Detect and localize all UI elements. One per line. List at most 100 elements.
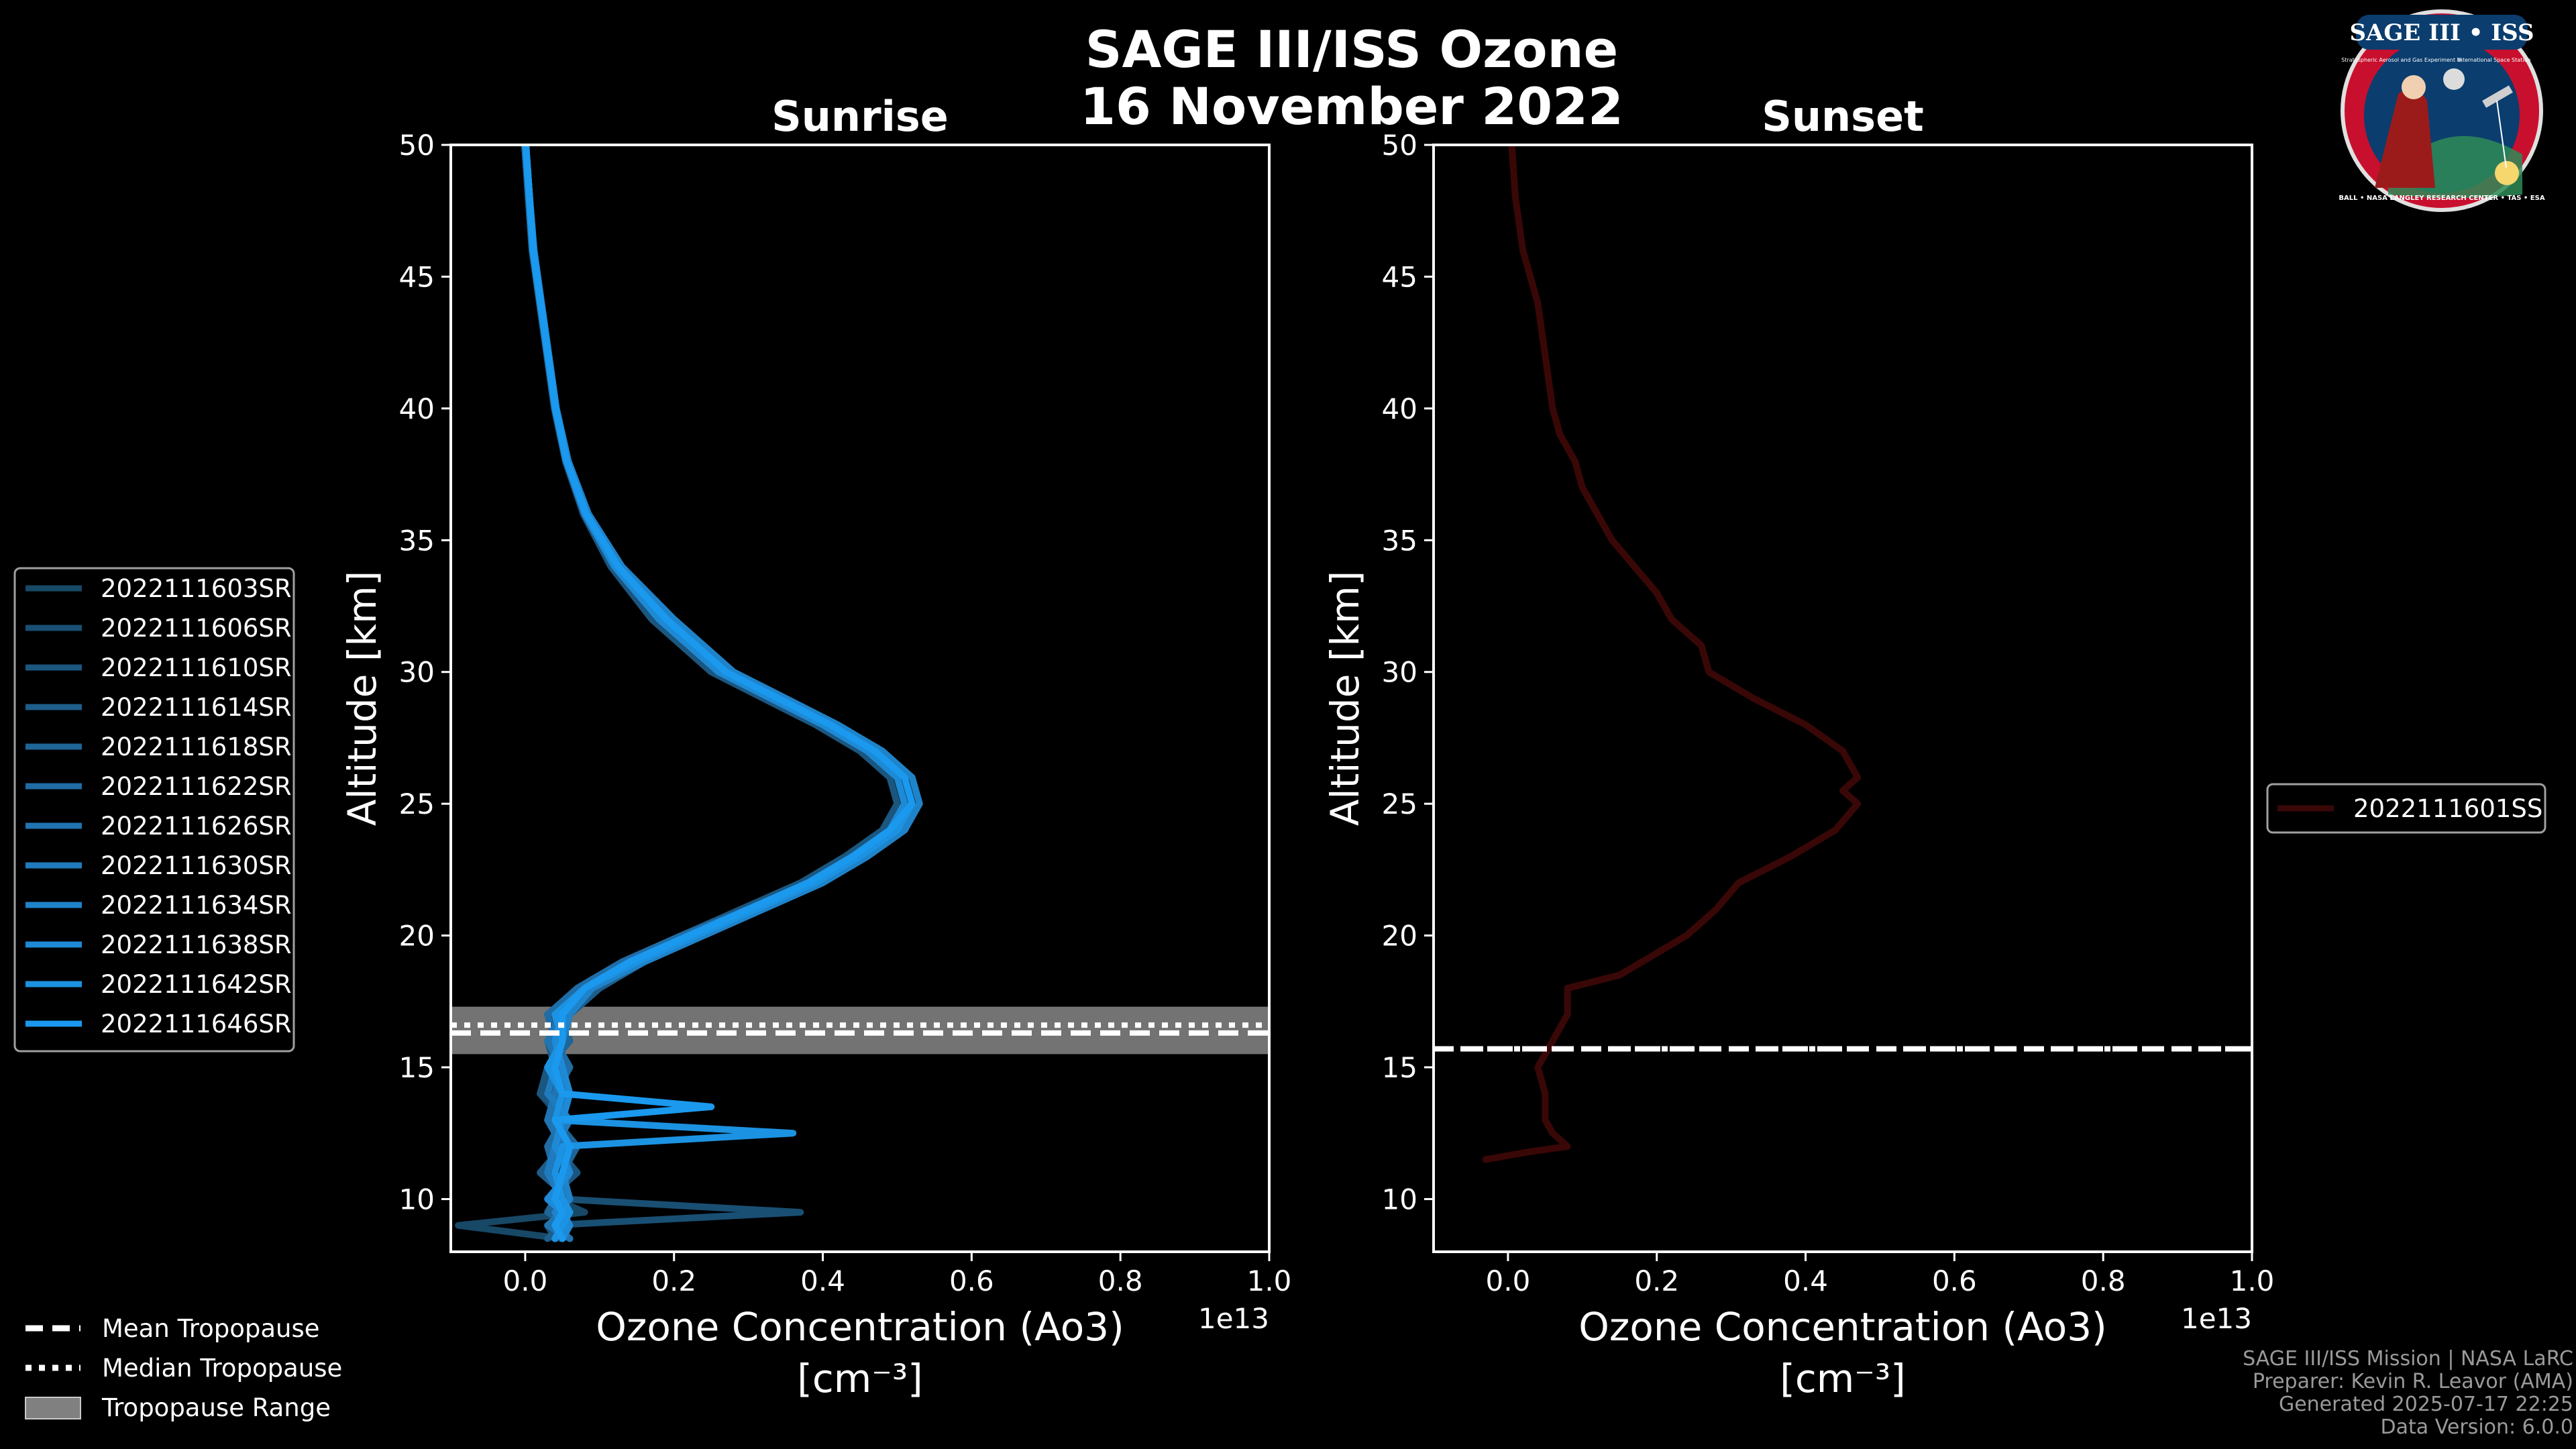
sunset-x-tick-label: 0.8 <box>2081 1265 2126 1297</box>
sunset-y-tick-label: 15 <box>1382 1051 1417 1084</box>
sunrise-profile-2022111626SR <box>523 145 916 1242</box>
sunrise-x-tick-label: 0.2 <box>651 1265 696 1297</box>
sunrise-y-tick-label: 30 <box>399 656 435 689</box>
mean-tropopause-label: Mean Tropopause <box>102 1314 320 1343</box>
sunset-y-tick-label: 40 <box>1382 392 1417 425</box>
sunset-x-tick-label: 0.6 <box>1932 1265 1977 1297</box>
sunrise-panel: 0.0 0.2 0.4 0.6 0.8 1.0 10 15 20 25 30 35 40 45 50 <box>399 129 1292 1297</box>
legend-label-2022111626SR: 2022111626SR <box>101 812 292 841</box>
sunrise-x-axis-units: [cm⁻³] <box>797 1356 923 1401</box>
tropopause-range-swatch <box>25 1397 81 1419</box>
legend-label-2022111630SR: 2022111630SR <box>101 851 292 880</box>
sunset-panel: 0.0 0.2 0.4 0.6 0.8 1.0 10 15 20 25 30 35 40 45 50 <box>1382 129 2275 1297</box>
sunrise-x-scale-label: 1e13 <box>1198 1302 1269 1335</box>
legend-label-2022111610SR: 2022111610SR <box>101 653 292 682</box>
sunset-panel-title: Sunset <box>1762 92 1924 141</box>
sunrise-profile-2022111618SR <box>521 145 916 1242</box>
sunset-y-axis-label: Altitude [km] <box>1322 571 1368 826</box>
sunset-x-axis-units: [cm⁻³] <box>1780 1356 1906 1401</box>
sunrise-y-tick-label: 50 <box>399 129 435 162</box>
logo-subtitle-right: International Space Station <box>2458 57 2531 63</box>
legend-label-2022111646SR: 2022111646SR <box>101 1010 292 1038</box>
sunrise-profile-2022111603SR <box>455 145 908 1242</box>
sunrise-plot-area <box>451 145 1269 1242</box>
median-tropopause-label: Median Tropopause <box>102 1354 342 1383</box>
sunrise-profile-2022111610SR <box>521 145 901 1242</box>
logo-sun-icon <box>2495 161 2519 185</box>
legend-label-2022111618SR: 2022111618SR <box>101 733 292 761</box>
sunrise-profile-2022111630SR <box>521 145 908 1242</box>
legend-label-2022111603SR: 2022111603SR <box>101 574 292 603</box>
sunset-x-axis-label: Ozone Concentration (Ao3) <box>1578 1304 2107 1350</box>
sunrise-x-tick-label: 0.0 <box>503 1265 548 1297</box>
tropopause-range-label: Tropopause Range <box>101 1393 331 1422</box>
sunrise-x-tick-label: 0.8 <box>1098 1265 1143 1297</box>
credit-generated: Generated 2025-07-17 22:25 <box>2279 1393 2573 1416</box>
sunrise-profile-2022111622SR <box>521 145 908 1242</box>
sunset-y-tick-label: 20 <box>1382 920 1417 953</box>
legend-label-2022111601SS: 2022111601SS <box>2353 794 2542 823</box>
sunset-y-tick-label: 30 <box>1382 656 1417 689</box>
sunset-legend-frame <box>2266 783 2546 834</box>
logo-figure-robe-icon <box>2375 89 2435 188</box>
sunset-profile-2022111601SS <box>1482 145 1862 1163</box>
sunset-axes-frame <box>1432 144 2253 1253</box>
sunset-x-tick-label: 0.0 <box>1486 1265 1531 1297</box>
sunrise-profile-2022111606SR <box>523 145 916 1242</box>
logo-title: SAGE III • ISS <box>2349 19 2534 46</box>
sunrise-x-tick-label: 0.6 <box>949 1265 994 1297</box>
credits: SAGE III/ISS Mission | NASA LaRC Prepare… <box>2243 1347 2573 1439</box>
sunrise-legend: 2022111603SR 2022111606SR 2022111610SR 2022… <box>13 567 295 1053</box>
sunrise-y-tick-label: 40 <box>399 392 435 425</box>
legend-label-2022111622SR: 2022111622SR <box>101 772 292 801</box>
logo-ring-text: BALL • NASA LANGLEY RESEARCH CENTER • TA… <box>2339 195 2544 202</box>
credit-data-version: Data Version: 6.0.0 <box>2381 1415 2573 1439</box>
sunrise-legend-frame <box>13 567 295 1053</box>
sunrise-x-tick-label: 0.4 <box>800 1265 845 1297</box>
legend-label-2022111614SR: 2022111614SR <box>101 693 292 722</box>
sunrise-y-tick-label: 45 <box>399 260 435 293</box>
sunrise-x-axis-label: Ozone Concentration (Ao3) <box>596 1304 1124 1350</box>
sunset-y-tick-label: 45 <box>1382 260 1417 293</box>
sunset-legend: 2022111601SS <box>2266 783 2546 834</box>
legend-label-2022111606SR: 2022111606SR <box>101 614 292 643</box>
sunrise-profile-2022111614SR <box>523 145 923 1242</box>
logo-top-band <box>2356 15 2528 50</box>
sunset-y-tick-label: 10 <box>1382 1183 1417 1216</box>
tropopause-legend: Mean Tropopause Median Tropopause Tropop… <box>25 1314 342 1422</box>
legend-label-2022111642SR: 2022111642SR <box>101 970 292 999</box>
sunrise-x-tick-label: 1.0 <box>1247 1265 1292 1297</box>
sunset-x-tick-label: 1.0 <box>2230 1265 2275 1297</box>
credit-mission: SAGE III/ISS Mission | NASA LaRC <box>2243 1347 2573 1371</box>
sunrise-axes-frame <box>449 144 1271 1253</box>
logo-moon-icon <box>2443 68 2465 90</box>
sunset-x-tick-label: 0.2 <box>1634 1265 1679 1297</box>
logo-figure-head-icon <box>2402 75 2426 99</box>
sunrise-profile-2022111634SR <box>523 145 923 1242</box>
sunset-plot-area <box>1434 145 2252 1163</box>
legend-label-2022111638SR: 2022111638SR <box>101 930 292 959</box>
sunset-x-tick-label: 0.4 <box>1783 1265 1828 1297</box>
figure-title-line1: SAGE III/ISS Ozone <box>1085 19 1618 79</box>
sunrise-y-tick-label: 15 <box>399 1051 435 1084</box>
sunrise-profile-2022111638SR <box>521 145 908 1242</box>
sunrise-y-tick-label: 35 <box>399 524 435 557</box>
sage-iss-logo: SAGE III • ISS Stratospheric Aerosol and… <box>2339 9 2545 212</box>
sunrise-profile-2022111646SR <box>523 145 916 1242</box>
sunrise-y-tick-label: 20 <box>399 920 435 953</box>
logo-station-icon <box>2482 85 2513 108</box>
legend-label-2022111634SR: 2022111634SR <box>101 891 292 920</box>
sunrise-profile-2022111642SR <box>523 145 916 1242</box>
logo-beam-icon <box>2496 100 2507 168</box>
sunset-x-scale-label: 1e13 <box>2181 1302 2252 1335</box>
sunrise-y-tick-label: 10 <box>399 1183 435 1216</box>
credit-preparer: Preparer: Kevin R. Leavor (AMA) <box>2253 1370 2573 1393</box>
sunrise-panel-title: Sunrise <box>771 92 949 141</box>
sunset-y-tick-label: 25 <box>1382 788 1417 820</box>
sunrise-y-tick-label: 25 <box>399 788 435 820</box>
sunset-y-tick-label: 35 <box>1382 524 1417 557</box>
figure-title-line2: 16 November 2022 <box>1080 76 1623 136</box>
sunset-y-tick-label: 50 <box>1382 129 1417 162</box>
sunrise-y-axis-label: Altitude [km] <box>339 571 385 826</box>
